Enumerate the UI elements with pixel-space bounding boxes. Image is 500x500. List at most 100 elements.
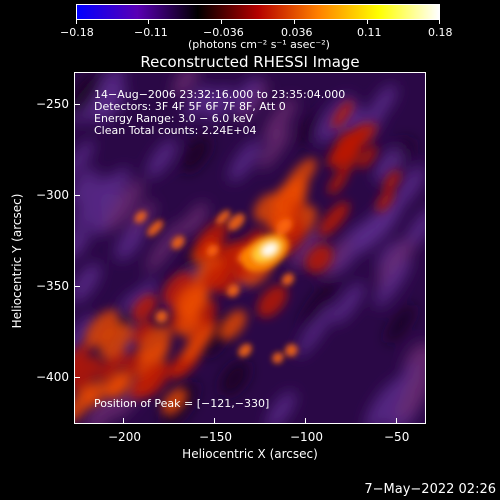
emission-blob	[99, 322, 132, 359]
texture-blob	[220, 360, 250, 396]
emission-blob	[358, 145, 377, 169]
y-tick-mark	[74, 377, 80, 378]
texture-blob	[265, 391, 296, 423]
hot-spot	[272, 352, 284, 364]
emission-blob	[129, 361, 163, 400]
emission-blob	[218, 309, 247, 341]
y-tick-mark	[74, 104, 80, 105]
emission-blob	[318, 201, 350, 237]
x-axis-label: Heliocentric X (arcsec)	[182, 447, 318, 461]
emission-blob	[176, 284, 207, 317]
texture-blob	[115, 223, 145, 261]
y-tick-label: −300	[36, 188, 69, 202]
texture-blob	[182, 202, 209, 236]
texture-blob	[85, 393, 118, 423]
y-tick-mark	[74, 286, 80, 287]
x-tick-label: −150	[199, 430, 232, 444]
y-tick-label: −400	[36, 370, 69, 384]
texture-blob	[231, 77, 260, 114]
texture-blob	[376, 238, 414, 289]
emission-blob	[132, 294, 157, 322]
texture-blob	[404, 344, 425, 396]
hot-spot	[276, 218, 292, 235]
texture-blob	[105, 179, 144, 232]
emission-blob	[194, 220, 228, 259]
peak-center	[262, 243, 277, 256]
colorbar-tick-mark	[148, 20, 149, 24]
texture-blob	[358, 202, 397, 253]
hot-spot	[238, 343, 252, 358]
colorbar-tick-mark	[221, 20, 222, 24]
texture-blob	[181, 135, 211, 173]
texture-blob	[332, 282, 365, 325]
emission-blob	[75, 356, 101, 393]
emission-blob	[98, 349, 127, 382]
emission-blob	[347, 122, 368, 150]
texture-blob	[386, 304, 416, 344]
texture-blob	[228, 139, 261, 182]
emission-blob	[104, 374, 128, 399]
x-tick-mark	[214, 418, 215, 424]
x-tick-label: −200	[108, 430, 141, 444]
texture-blob	[320, 237, 350, 278]
hot-spot	[284, 343, 298, 357]
hot-spot	[227, 213, 245, 231]
texture-blob	[374, 147, 404, 184]
colorbar	[76, 4, 440, 20]
x-tick-mark	[123, 418, 124, 424]
texture-blob	[146, 138, 177, 178]
emission-blob	[182, 324, 215, 362]
texture-blob	[365, 378, 406, 423]
colorbar-tick-label: −0.11	[134, 26, 168, 39]
colorbar-tick-label: −0.18	[60, 26, 94, 39]
emission-blob	[376, 189, 394, 212]
y-tick-label: −250	[36, 97, 69, 111]
hot-spot	[206, 244, 219, 257]
texture-blob	[75, 139, 94, 178]
emission-blob	[331, 100, 354, 129]
emission-blob	[327, 169, 348, 195]
colorbar-tick-mark	[76, 20, 77, 24]
x-tick-label: −100	[290, 430, 323, 444]
x-tick-label: −50	[384, 430, 410, 444]
texture-blob	[301, 279, 338, 329]
hot-spot	[281, 273, 295, 286]
y-axis-label: Heliocentric Y (arcsec)	[10, 193, 24, 329]
texture-blob	[263, 96, 297, 142]
texture-blob	[75, 227, 89, 260]
emission-blob	[338, 148, 360, 176]
x-tick-mark	[305, 418, 306, 424]
colorbar-tick-mark	[439, 20, 440, 24]
rhessi-plot-area	[74, 72, 426, 424]
emission-blob	[358, 122, 377, 146]
texture-blob	[75, 313, 96, 362]
texture-blob	[396, 374, 425, 421]
texture-blob	[75, 263, 101, 304]
emission-blob	[201, 264, 228, 292]
texture-blob	[93, 83, 126, 125]
emission-blob	[138, 325, 172, 363]
texture-blob	[184, 84, 212, 119]
energy-range-annotation: Energy Range: 3.0 − 6.0 keV	[94, 112, 254, 125]
colorbar-tick-mark	[294, 20, 295, 24]
hot-spot	[147, 220, 164, 237]
y-tick-mark	[74, 195, 80, 196]
hot-spot	[155, 310, 168, 323]
texture-blob	[99, 167, 130, 208]
texture-blob	[145, 220, 184, 273]
emission-blob	[271, 181, 303, 215]
x-tick-mark	[396, 418, 397, 424]
emission-blob	[327, 143, 346, 168]
texture-blob	[172, 73, 199, 97]
colorbar-tick-mark	[367, 20, 368, 24]
texture-blob	[289, 226, 324, 269]
texture-blob	[258, 127, 290, 170]
image-title: Reconstructed RHESSI Image	[140, 53, 360, 71]
clean-counts-annotation: Clean Total counts: 2.24E+04	[94, 124, 257, 137]
texture-blob	[75, 73, 103, 117]
emission-blob	[75, 343, 90, 382]
hot-spot	[171, 235, 185, 250]
texture-blob	[374, 258, 411, 308]
colorbar-unit-label: (photons cm⁻² s⁻¹ asec⁻²)	[188, 38, 330, 51]
